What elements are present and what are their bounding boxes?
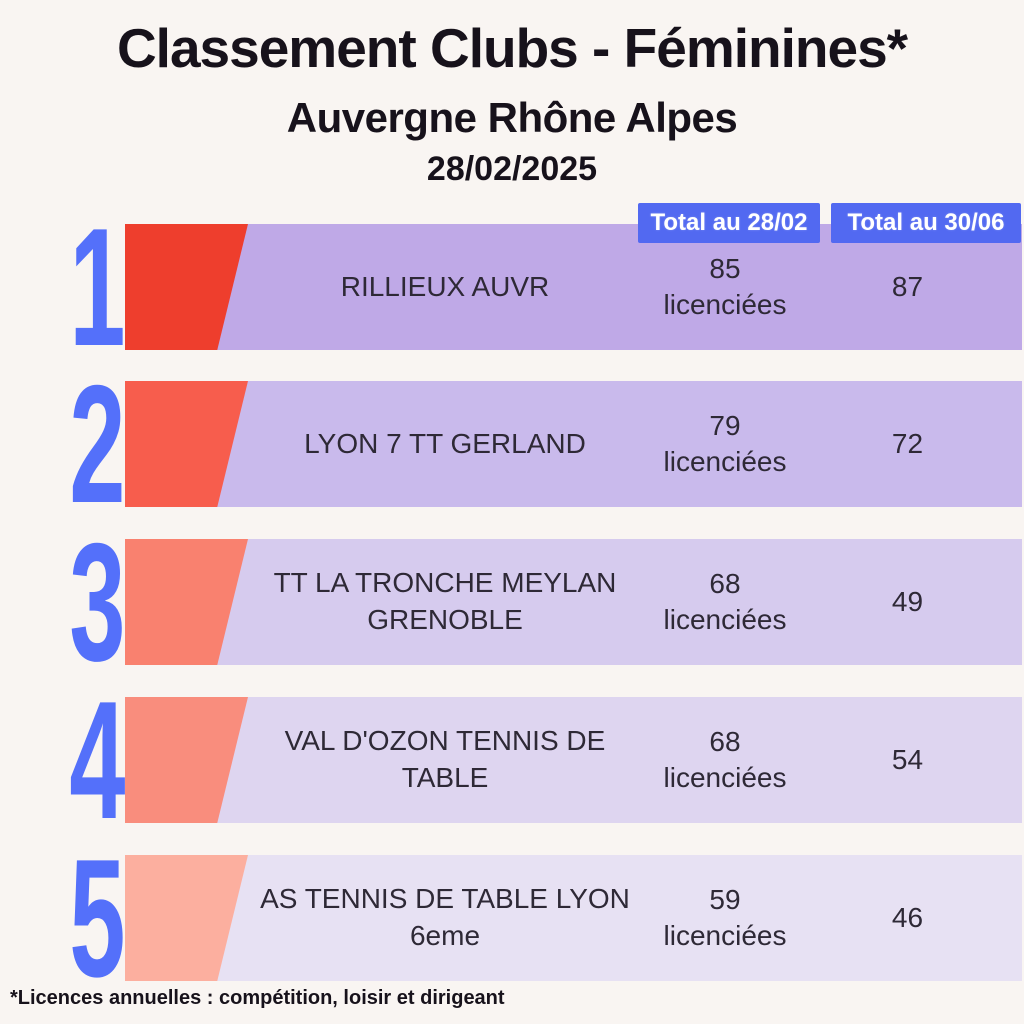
licenciees-count: 79 <box>709 409 741 441</box>
licenciees-label: licenciées <box>663 920 787 951</box>
licenciees-label: licenciées <box>663 762 787 793</box>
club-name: AS TENNIS DE TABLE LYON 6eme <box>260 883 630 951</box>
club-name: VAL D'OZON TENNIS DE TABLE <box>284 725 606 793</box>
ranking-row-1: 1 RILLIEUX AUVR 85 licenciées 87 <box>0 193 1024 381</box>
row-bar: AS TENNIS DE TABLE LYON 6eme 59 licencié… <box>125 855 1022 981</box>
column-header-total-30-06: Total au 30/06 <box>831 203 1021 243</box>
rank-accent-wedge <box>125 855 248 981</box>
page-subtitle: Auvergne Rhône Alpes <box>286 94 738 141</box>
club-name: LYON 7 TT GERLAND <box>304 427 586 459</box>
rank-accent-wedge <box>125 697 248 823</box>
licenciees-count: 68 <box>709 567 741 599</box>
footnote: *Licences annuelles : compétition, loisi… <box>10 987 505 1009</box>
row-bar: RILLIEUX AUVR 85 licenciées 87 <box>125 224 1022 350</box>
total-30-06-cell: 49 <box>891 586 924 617</box>
licenciees-label: licenciées <box>663 446 787 477</box>
licenciees-count: 59 <box>709 883 741 915</box>
row-bar: TT LA TRONCHE MEYLAN GRENOBLE 68 licenci… <box>125 539 1022 665</box>
licenciees-count: 85 <box>709 252 741 284</box>
ranking-row-4: 4 VAL D'OZON TENNIS DE TABLE 68 licencié… <box>0 666 1024 854</box>
club-name: TT LA TRONCHE MEYLAN GRENOBLE <box>273 567 617 635</box>
total-28-02-cell: 85 licenciées <box>640 224 810 350</box>
row-bar: LYON 7 TT GERLAND 79 licenciées 72 <box>125 381 1022 507</box>
rank-number: 2 <box>68 350 125 538</box>
total-28-02-cell: 79 licenciées <box>640 381 810 507</box>
total-28-02-cell: 68 licenciées <box>640 539 810 665</box>
licenciees-label: licenciées <box>663 289 787 320</box>
ranking-row-2: 2 LYON 7 TT GERLAND 79 licenciées 72 <box>0 350 1024 538</box>
column-header-total-28-02: Total au 28/02 <box>638 203 820 243</box>
total-30-06-cell: 54 <box>891 744 924 775</box>
row-bar: VAL D'OZON TENNIS DE TABLE 68 licenciées… <box>125 697 1022 823</box>
page-date: 28/02/2025 <box>426 150 598 188</box>
club-name: RILLIEUX AUVR <box>340 270 550 302</box>
page-title: Classement Clubs - Féminines* <box>116 17 908 79</box>
total-30-06-cell: 87 <box>891 271 924 302</box>
rank-accent-wedge <box>125 381 248 507</box>
rank-number: 1 <box>68 193 125 381</box>
rank-accent-wedge <box>125 539 248 665</box>
rank-accent-wedge <box>125 224 248 350</box>
licenciees-label: licenciées <box>663 604 787 635</box>
licenciees-count: 68 <box>709 725 741 757</box>
rank-number: 3 <box>68 508 125 696</box>
total-30-06-cell: 72 <box>891 428 924 459</box>
ranking-row-5: 5 AS TENNIS DE TABLE LYON 6eme 59 licenc… <box>0 824 1024 1012</box>
ranking-row-3: 3 TT LA TRONCHE MEYLAN GRENOBLE 68 licen… <box>0 508 1024 696</box>
rank-number: 5 <box>68 824 125 1012</box>
total-28-02-cell: 68 licenciées <box>640 697 810 823</box>
total-28-02-cell: 59 licenciées <box>640 855 810 981</box>
total-30-06-cell: 46 <box>891 902 924 933</box>
rank-number: 4 <box>68 666 125 854</box>
